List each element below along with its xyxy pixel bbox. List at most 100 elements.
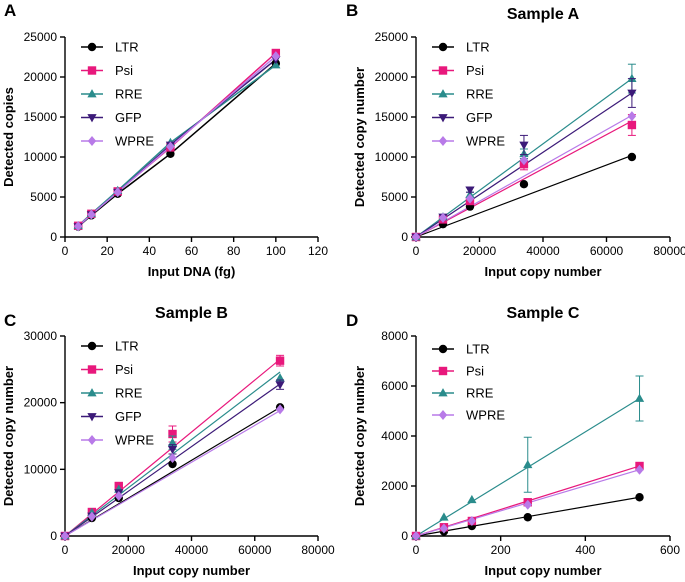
y-tick-label: 6000 [381,379,408,393]
point-wpre [411,231,421,243]
x-tick-label: 60000 [590,244,624,258]
x-tick-label: 600 [660,543,680,557]
point-rre [627,73,637,82]
point-gfp [627,89,637,98]
y-tick-label: 20000 [24,70,58,84]
point-wpre [87,511,97,522]
legend-label-ltr: LTR [466,40,490,55]
series-line-wpre [77,55,277,227]
y-tick-label: 8000 [381,329,408,343]
y-tick-label: 0 [401,529,408,543]
point-psi [627,120,637,130]
chart-title: Sample A [507,6,580,23]
x-tick-label: 120 [308,244,328,258]
x-axis-title: Input copy number [133,563,250,578]
y-tick-label: 2000 [381,479,408,493]
legend-marker-ltr [438,344,448,354]
point-ltr [168,459,177,469]
point-wpre [168,452,177,464]
y-tick-label: 15000 [24,110,58,124]
point-rre [275,373,285,382]
y-tick-label: 0 [50,529,57,543]
y-tick-label: 20000 [24,396,58,410]
point-rre [634,393,645,402]
point-ltr [627,152,637,162]
point-rre [467,494,477,504]
point-wpre [523,499,532,510]
legend-label-wpre: WPRE [115,433,154,448]
legend-label-ltr: LTR [115,40,139,55]
y-tick-label: 10000 [375,150,409,164]
point-wpre [465,193,475,204]
x-tick-label: 40000 [526,244,560,258]
point-wpre [438,212,448,223]
legend-label-wpre: WPRE [466,408,505,423]
x-tick-label: 80000 [301,543,335,557]
legend-marker-wpre [438,135,448,147]
x-tick-label: 0 [413,244,420,258]
legend-marker-gfp [87,114,97,123]
legend-label-wpre: WPRE [466,134,505,149]
x-tick-label: 40 [143,244,157,258]
point-gfp [465,186,475,195]
legend-marker-ltr [87,42,97,52]
fit-line-wpre [415,114,633,238]
y-tick-label: 10000 [24,150,58,164]
point-gfp [167,445,178,455]
point-psi [168,429,177,439]
x-tick-label: 0 [62,543,69,557]
point-wpre [519,155,529,166]
panel-a-chart: 0 20 40 60 80 100 120 0 5000 10000 15000 20000 25000… [1,30,328,279]
y-tick-label: 25000 [24,30,58,44]
point-wpre [411,530,421,542]
panel-label-d: D [346,311,358,330]
legend-label-rre: RRE [115,87,143,102]
x-tick-label: 40000 [175,543,209,557]
panel-label-c: C [4,311,16,330]
legend-label-wpre: WPRE [115,134,154,149]
legend-label-psi: Psi [466,63,484,78]
y-tick-label: 5000 [30,190,57,204]
fit-line-ltr [415,154,633,238]
legend-label-psi: Psi [115,63,133,78]
chart-title: Sample C [507,305,580,322]
x-tick-label: 20 [100,244,114,258]
x-axis-title: Input copy number [485,264,602,279]
legend-label-gfp: GFP [115,409,142,424]
point-ltr [635,493,644,502]
point-wpre [635,464,644,475]
y-tick-label: 30000 [24,329,58,343]
legend-label-gfp: GFP [466,110,493,125]
x-tick-label: 20000 [112,543,146,557]
legend-marker-wpre [87,135,97,147]
legend-marker-wpre [87,434,97,446]
y-tick-label: 10000 [24,462,58,476]
legend-marker-psi [87,365,97,374]
legend-marker-rre [87,89,97,98]
point-rre [439,512,449,521]
y-axis-title: Detected copy number [352,366,367,506]
x-tick-label: 60 [185,244,199,258]
y-tick-label: 20000 [375,70,409,84]
point-wpre [166,141,175,152]
point-wpre [627,111,637,122]
point-wpre [113,187,122,198]
x-tick-label: 80000 [653,244,685,258]
y-tick-label: 5000 [381,190,408,204]
point-wpre [73,221,83,232]
y-tick-label: 4000 [381,429,408,443]
point-gfp [519,141,529,150]
point-rre [271,60,281,69]
legend-marker-ltr [87,341,97,351]
legend-label-rre: RRE [466,87,494,102]
x-tick-label: 60000 [238,543,272,557]
point-wpre [467,515,477,527]
point-ltr [166,149,175,158]
x-tick-label: 100 [266,244,286,258]
y-tick-label: 0 [50,230,57,244]
fit-line-wpre [64,410,281,537]
panel-label-a: A [4,1,16,20]
x-tick-label: 200 [491,543,511,557]
